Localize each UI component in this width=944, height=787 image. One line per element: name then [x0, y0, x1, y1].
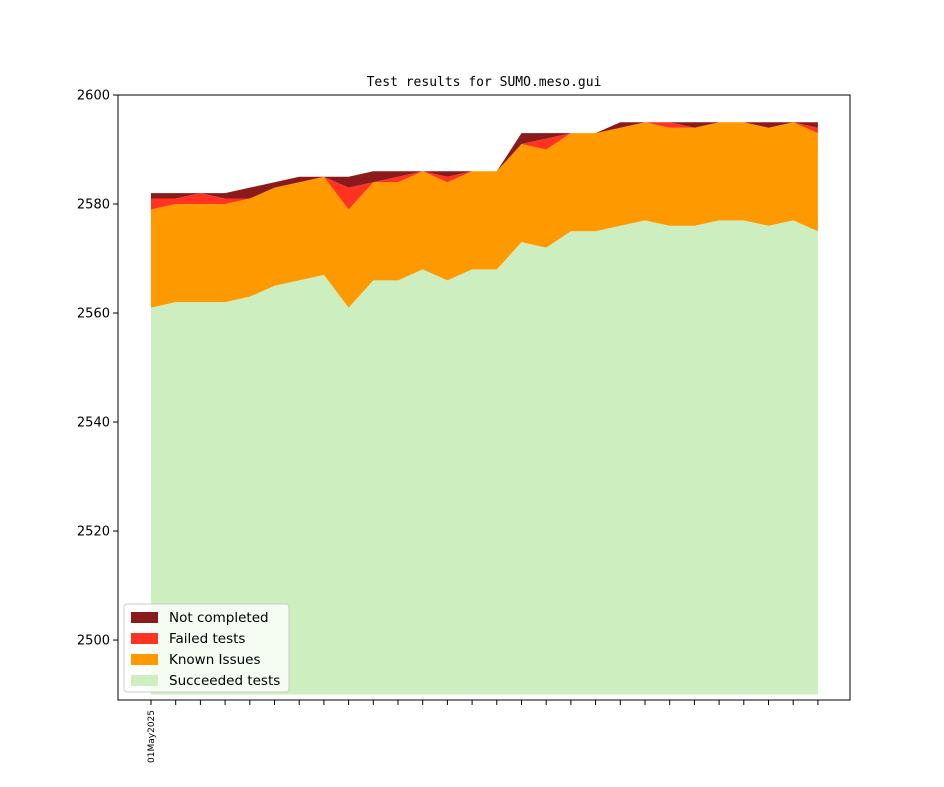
y-tick-label: 2580 [77, 198, 110, 213]
chart-title: Test results for SUMO.meso.gui [367, 75, 602, 90]
legend-swatch-not-completed [131, 612, 158, 623]
legend-swatch-known-issues [131, 654, 158, 665]
x-axis: 01May2025 [147, 700, 819, 763]
legend-label-failed-tests: Failed tests [169, 631, 245, 647]
area-known-issues [151, 122, 818, 308]
area-succeeded-tests [151, 220, 818, 695]
legend: Not completed Failed tests Known Issues Suc… [123, 603, 290, 693]
legend-label-known-issues: Known Issues [169, 652, 261, 668]
legend-label-succeeded-tests: Succeeded tests [169, 673, 280, 689]
area-failed-tests [151, 122, 818, 210]
area-series-group [151, 122, 818, 695]
y-tick-label: 2600 [77, 89, 110, 104]
y-tick-label: 2500 [77, 634, 110, 649]
legend-box [123, 603, 290, 693]
y-tick-label: 2560 [77, 307, 110, 322]
legend-label-not-completed: Not completed [169, 610, 269, 626]
y-axis: 2500 2520 2540 2560 2580 2600 [77, 89, 118, 649]
plot-frame [117, 94, 851, 701]
legend-swatch-succeeded-tests [131, 675, 158, 686]
y-tick-label: 2540 [77, 416, 110, 431]
legend-swatch-failed-tests [131, 633, 158, 644]
y-tick-label: 2520 [77, 525, 110, 540]
x-tick-label: 01May2025 [147, 710, 157, 763]
